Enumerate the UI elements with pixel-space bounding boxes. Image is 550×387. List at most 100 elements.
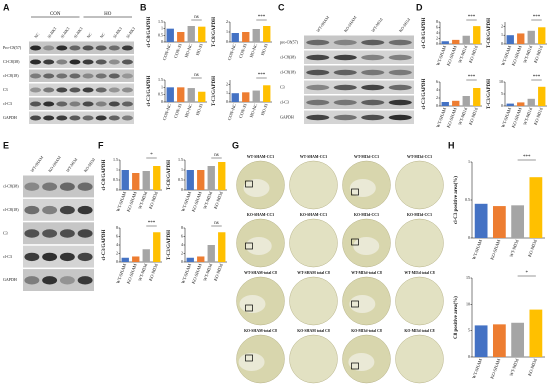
lane-label: KO-MI1d [398, 17, 411, 33]
y-tick-label: 2 [501, 23, 503, 28]
bar [153, 232, 161, 262]
y-axis-label: T-C8/GAPDH [167, 160, 172, 190]
micrograph [289, 160, 338, 210]
y-tick-label: 2 [181, 250, 183, 255]
y-tick-label: 0 [226, 99, 228, 104]
y-tick-label: 0 [161, 39, 163, 44]
panel-label: H [448, 140, 455, 150]
x-tick-label: CON-SI [238, 103, 248, 119]
x-tick-label: CON-SI [173, 43, 183, 59]
y-tick-label: 4 [436, 87, 438, 92]
x-tick-label: KO-MI1d [533, 44, 544, 63]
band [95, 59, 107, 65]
y-tick-label: 6 [116, 233, 118, 238]
band [306, 54, 330, 61]
bar [474, 203, 488, 238]
band [69, 45, 81, 51]
x-tick-label: HO-SI [260, 43, 269, 56]
bar [527, 98, 535, 106]
zoom-box [351, 188, 359, 196]
bar [529, 177, 543, 238]
y-tick-label: 10 [466, 301, 470, 306]
bar [198, 91, 206, 102]
image-label: KO-SHAM-CC3 [247, 213, 274, 217]
x-tick-label: KO-MI3d [527, 238, 538, 257]
y-tick-label: 0.5 [158, 32, 163, 37]
bar [252, 90, 260, 102]
panel-label: D [416, 2, 423, 12]
band [42, 276, 58, 285]
significance: ns [214, 221, 219, 226]
bar [231, 33, 239, 42]
row-label: cl-C3 [3, 254, 12, 259]
row-label: cl-C8(18) [280, 69, 296, 74]
band [361, 54, 385, 61]
lane-label: KO-SHAM [343, 15, 358, 34]
x-tick-label: KO-MI1d [533, 106, 544, 125]
micrograph [395, 160, 444, 210]
x-tick-label: CON-NC [227, 103, 238, 121]
x-tick-label: WT-SHAM [435, 107, 447, 129]
y-tick-label: 5 [501, 91, 503, 96]
y-tick-label: 4 [116, 242, 118, 247]
band [30, 59, 42, 65]
y-tick-label: 0 [436, 41, 438, 46]
y-axis-label: cl-C8/GAPDH [422, 17, 427, 48]
image-label: WT-SHAM-CC3 [247, 155, 274, 159]
blot-strip [304, 35, 414, 49]
x-tick-label: KO-MI3d [527, 357, 538, 376]
image-label: KO-MI3d-total C8 [351, 329, 382, 333]
image-label: KO-SHAM-CC3 [300, 213, 327, 217]
bar [492, 324, 506, 357]
x-tick-label: CON-NC [227, 43, 238, 61]
blot-strip [23, 222, 94, 245]
panel-label: B [140, 2, 147, 12]
bar [187, 88, 195, 102]
x-tick-label: WT-MI3d [509, 238, 520, 257]
image-label: KO-MI3d-CC3 [407, 213, 432, 217]
bar [166, 87, 174, 102]
lane-label: KO-SHAM [47, 155, 62, 174]
band [56, 59, 68, 65]
y-axis-label: cl-C8/GAPDH [102, 159, 107, 190]
x-tick-label: KO-MI1d [468, 44, 479, 63]
bar [121, 257, 129, 262]
band [108, 101, 120, 107]
tissue-patch [349, 295, 376, 313]
y-tick-label: 0.5 [465, 197, 470, 202]
y-tick-label: 1 [501, 32, 503, 37]
blot-strip [304, 65, 414, 79]
band [82, 101, 94, 107]
band [361, 39, 385, 46]
significance: *** [533, 75, 541, 80]
bar [207, 245, 215, 262]
band [95, 73, 107, 79]
significance: *** [148, 221, 156, 226]
y-tick-label: 0 [161, 99, 163, 104]
band [43, 45, 55, 51]
band [95, 115, 107, 121]
x-tick-label: WT-SHAM [115, 263, 127, 285]
band [388, 54, 412, 61]
tissue-patch [245, 237, 272, 255]
y-axis-label: cl-C3/GAPDH [422, 78, 427, 109]
bar [462, 35, 470, 44]
x-tick-label: WT-SHAM [500, 45, 512, 67]
x-tick-label: WT-MI1d [457, 106, 468, 125]
band [306, 84, 330, 91]
band [333, 69, 357, 76]
y-axis-label: cl-C3/GAPDH [147, 75, 152, 106]
y-axis-label: cl-C3/GAPDH [102, 229, 107, 260]
x-tick-label: KO-SHAM [126, 191, 138, 212]
band [388, 84, 412, 91]
lane-label: SI-RK3 [112, 26, 123, 39]
bar [474, 325, 488, 357]
band [43, 101, 55, 107]
bar [153, 166, 161, 190]
bar [132, 256, 140, 262]
band [121, 115, 133, 121]
bar [231, 93, 239, 102]
y-tick-label: 2 [436, 35, 438, 40]
blot-strip [304, 95, 414, 109]
band [30, 73, 42, 79]
